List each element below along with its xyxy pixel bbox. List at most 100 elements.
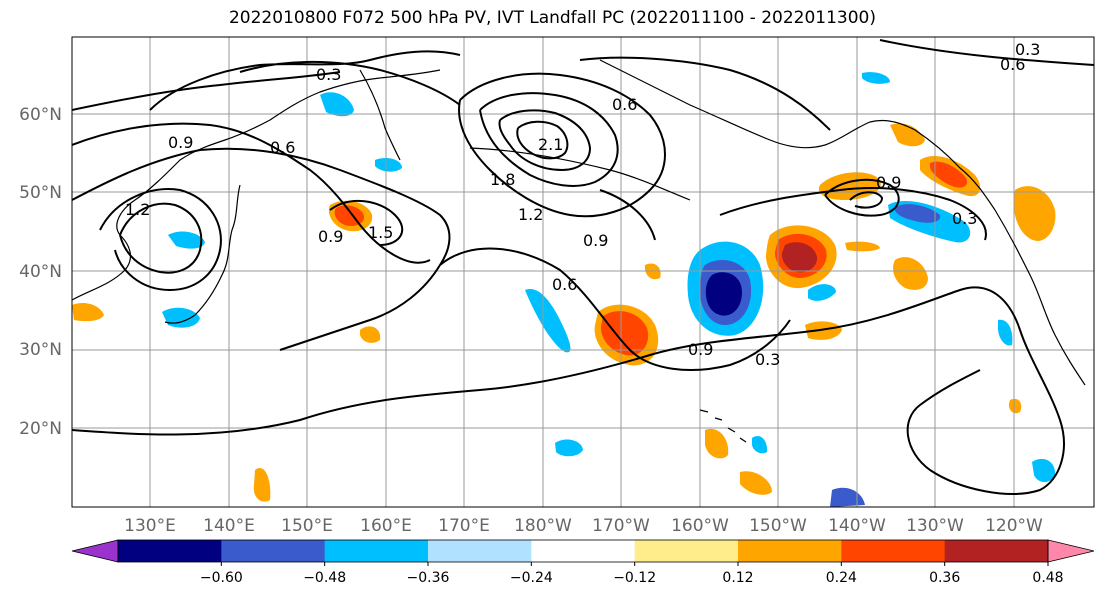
contour-label: 0.3 <box>316 65 341 84</box>
graticule <box>72 37 1094 507</box>
positive-anomaly-blob <box>805 321 842 340</box>
contour-label: 0.3 <box>952 209 977 228</box>
negative-anomaly-blob <box>998 319 1013 346</box>
na-west-coastline <box>994 209 1086 386</box>
longitude-labels: 130°E 140°E 150°E 160°E 170°E 180°W 170°… <box>124 516 1043 536</box>
contour-label: 0.9 <box>688 340 713 359</box>
contour-label: 2.1 <box>538 135 563 154</box>
colorbar-tick-label: −0.60 <box>200 570 243 586</box>
positive-anomaly-center <box>781 242 818 273</box>
positive-anomaly-blob <box>890 123 925 147</box>
contour-label: 0.9 <box>583 231 608 250</box>
contour-label: 1.5 <box>368 223 393 242</box>
positive-anomaly-blob <box>845 241 880 252</box>
positive-anomaly-blob <box>740 471 772 495</box>
positive-anomaly-blob <box>1008 398 1022 414</box>
colorbar-tick-label: 0.12 <box>722 570 753 586</box>
colorbar-swatch <box>944 540 1049 562</box>
colorbar-extend-max <box>1047 539 1095 563</box>
negative-anomaly-core <box>894 204 941 223</box>
colorbar-swatch <box>324 540 429 562</box>
pv-contour-0-6 <box>72 71 791 371</box>
pv-contour-1-5 <box>119 199 404 274</box>
colorbar-swatch <box>118 540 222 562</box>
positive-anomaly-blob <box>253 468 271 502</box>
lat-label: 40°N <box>19 262 62 282</box>
positive-anomaly-blob <box>705 428 729 459</box>
positive-anomaly-blob <box>360 326 381 343</box>
asia-coastline <box>72 69 441 301</box>
colorbar-swatch <box>221 540 326 562</box>
contour-label: 0.6 <box>552 275 577 294</box>
kamchatka-coastline <box>359 69 401 161</box>
pv-ridge-mid <box>479 92 619 187</box>
contour-label: 0.9 <box>876 173 901 192</box>
negative-anomaly-blob <box>320 92 354 117</box>
lon-label: 120°W <box>985 516 1043 536</box>
pv-contour-0-9 <box>72 122 987 264</box>
positive-anomaly-core <box>600 311 649 356</box>
pv-contour-0-3 <box>72 286 1065 495</box>
lat-label: 30°N <box>19 340 62 360</box>
negative-anomaly-blob <box>168 231 205 249</box>
map-panel <box>72 37 1094 507</box>
colorbar-tick-label: −0.12 <box>613 570 656 586</box>
contour-label: 0.6 <box>612 95 637 114</box>
lon-label: 130°W <box>906 516 964 536</box>
negative-anomaly-blob <box>862 72 890 84</box>
lon-label: 180°W <box>514 516 572 536</box>
negative-anomaly-blob <box>375 157 402 172</box>
pv-contour-north <box>149 39 1094 131</box>
contour-label: 0.3 <box>755 350 780 369</box>
contour-label: 0.6 <box>270 138 295 157</box>
hawaii-islands <box>699 409 747 443</box>
colorbar-extend-min <box>71 539 119 563</box>
colorbar-swatch <box>738 540 842 562</box>
colorbar-swatch <box>531 540 636 562</box>
lon-label: 160°W <box>671 516 729 536</box>
positive-anomaly-core <box>930 161 968 188</box>
lon-label: 140°E <box>203 516 255 536</box>
pv-contour-1-2 <box>99 188 222 292</box>
lon-label: 150°W <box>749 516 807 536</box>
alaska-coastline <box>599 59 996 211</box>
negative-anomaly-blob <box>555 439 583 457</box>
negative-anomaly-blob <box>830 487 865 507</box>
lat-label: 20°N <box>19 419 62 439</box>
negative-anomaly-blob <box>525 289 571 353</box>
latitude-labels: 60°N 50°N 40°N 30°N 20°N <box>19 105 62 439</box>
negative-anomaly-blob <box>808 284 836 301</box>
positive-anomaly-blob <box>72 303 104 322</box>
contour-label: 1.2 <box>125 200 150 219</box>
lon-label: 170°W <box>592 516 650 536</box>
negative-anomaly-blob <box>752 435 768 454</box>
colorbar-swatch <box>841 540 946 562</box>
lon-label: 170°E <box>438 516 490 536</box>
positive-anomaly-blob <box>893 257 928 290</box>
lon-label: 150°E <box>281 516 333 536</box>
coastlines <box>72 59 1086 443</box>
colorbar-tick-label: −0.48 <box>303 570 346 586</box>
negative-anomaly-blob <box>1032 458 1056 483</box>
contour-label: 1.8 <box>490 170 515 189</box>
lat-label: 60°N <box>19 105 62 125</box>
map-frame <box>71 36 1095 508</box>
map-title: 2022010800 F072 500 hPa PV, IVT Landfall… <box>228 8 876 28</box>
contour-label-layer: 0.3 0.6 0.9 1.2 1.5 1.8 2.1 0.3 0.6 0.9 … <box>125 40 1040 369</box>
lon-label: 140°W <box>828 516 886 536</box>
contour-label: 0.9 <box>168 133 193 152</box>
pv-ridge-core <box>516 120 569 160</box>
colorbar-outline <box>117 539 1049 563</box>
colorbar-tick-label: 0.24 <box>826 570 857 586</box>
pv-contour-gulf-alaska <box>824 178 900 217</box>
pv-contours <box>72 39 1094 495</box>
colorbar-tick-label: −0.36 <box>407 570 450 586</box>
contour-label: 0.3 <box>1015 40 1040 59</box>
pv-ridge-inner <box>498 109 592 172</box>
contour-label: 1.2 <box>518 205 543 224</box>
colorbar-tick-label: 0.36 <box>929 570 960 586</box>
lon-label: 130°E <box>124 516 176 536</box>
pv-ridge-high <box>458 72 666 218</box>
colorbar-tick-label: 0.48 <box>1032 570 1063 586</box>
